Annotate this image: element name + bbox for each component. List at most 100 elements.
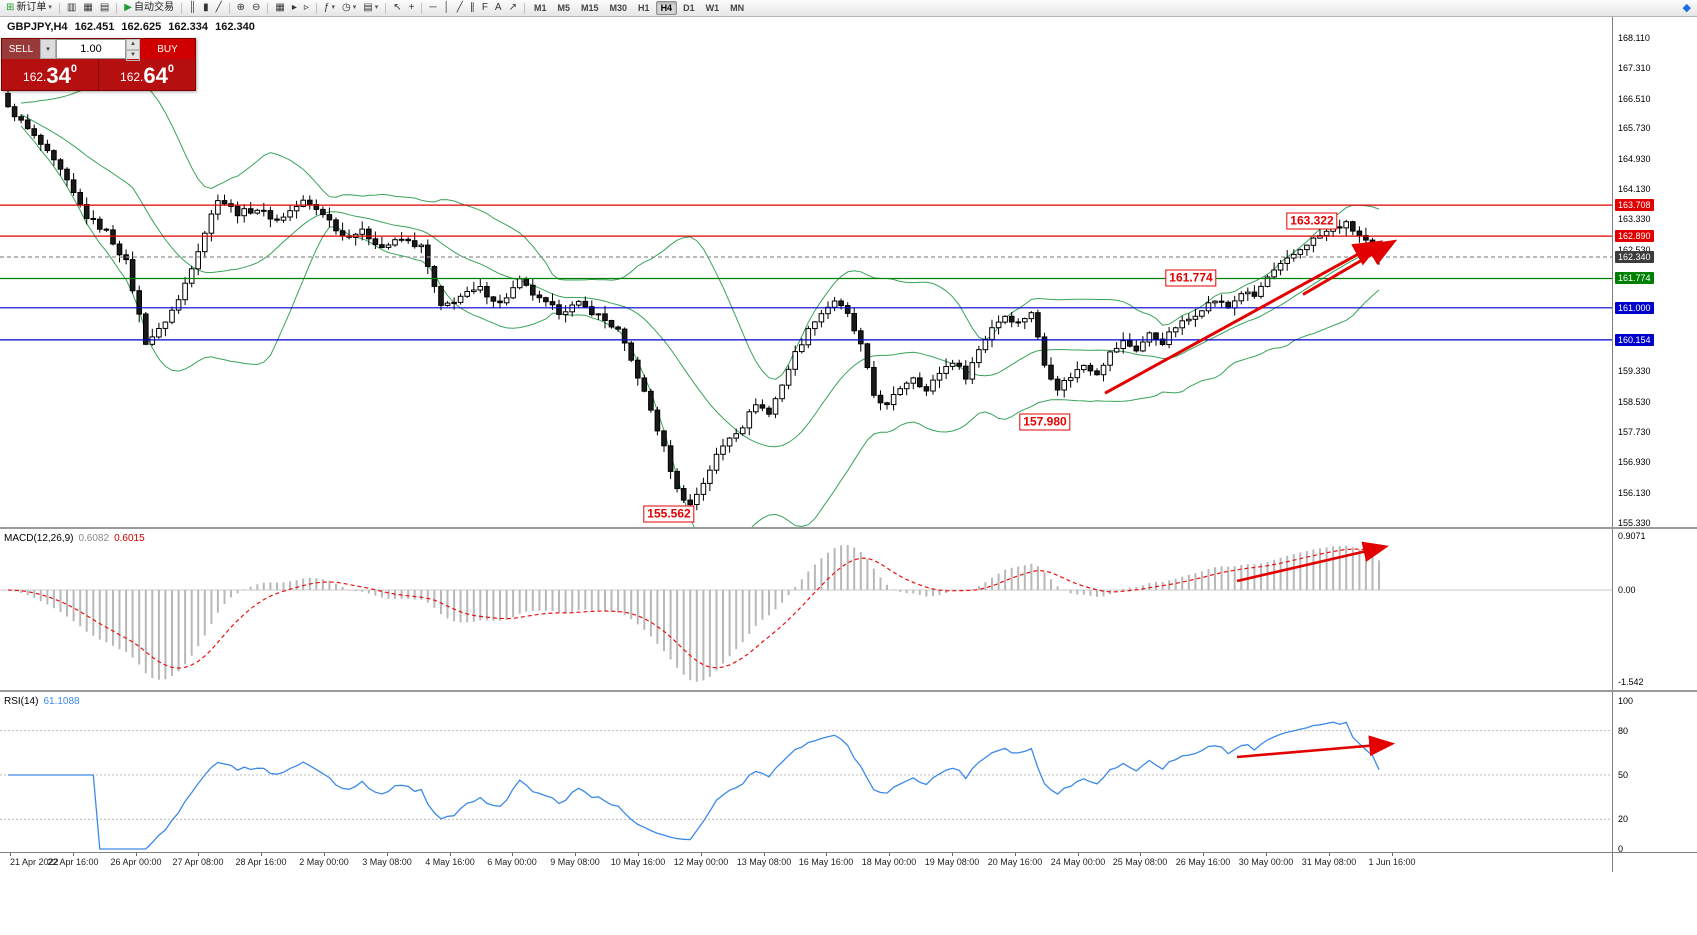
horizontal-lines-layer [0, 204, 1612, 341]
line-chart-type-icon: ╱ [215, 2, 222, 13]
market-watch-button[interactable]: ▥ [64, 1, 79, 15]
data-window-button[interactable]: ▤ [97, 1, 112, 15]
vertical-line-button[interactable]: │ [441, 1, 453, 15]
bid-prefix: 162. [23, 70, 47, 84]
macd-trend-arrow[interactable] [1236, 541, 1390, 583]
templates-icon: ▤ [363, 2, 373, 13]
time-tick [575, 853, 576, 856]
price-tick-label: 158.530 [1618, 397, 1651, 407]
fibonacci-button[interactable]: F [479, 1, 491, 15]
time-tick-label: 28 Apr 16:00 [235, 857, 287, 867]
macd-canvas[interactable] [0, 531, 1612, 690]
buy-button[interactable]: BUY [140, 39, 195, 59]
price-level-label: 160.154 [1615, 334, 1654, 346]
time-tick [450, 853, 451, 856]
chevron-down-icon: ▾ [46, 46, 50, 53]
navigator-button[interactable]: ▦ [80, 1, 95, 15]
candlestick-type-button[interactable]: ▮ [200, 1, 212, 15]
price-tick-label: 164.930 [1618, 154, 1651, 164]
new-order-icon: ⊞ [6, 2, 15, 13]
navigator-icon: ▦ [83, 2, 93, 13]
price-tick-label: 168.110 [1618, 33, 1650, 43]
channel-button[interactable]: ∥ [467, 1, 478, 15]
main-chart-canvas[interactable] [0, 17, 1612, 527]
macd-main-value: 0.6082 [78, 533, 110, 544]
time-tick-label: 12 May 00:00 [673, 857, 729, 867]
chart-shift-button[interactable]: ▹ [301, 1, 312, 15]
vol-preset-caret-button[interactable]: ▾ [40, 39, 56, 59]
community-button[interactable]: ◆ [1682, 2, 1691, 14]
one-click-trading-panel: SELL ▾ ▲ ▼ BUY 162.340 162.640 [1, 38, 196, 91]
time-tick [889, 853, 890, 856]
pane-splitter-macd[interactable] [0, 527, 1697, 529]
horizontal-line-button[interactable]: ─ [426, 1, 439, 15]
ask-price-display[interactable]: 162. 64 0 [99, 59, 195, 90]
time-tick-label: 31 May 08:00 [1301, 857, 1357, 867]
bid-price-display[interactable]: 162. 34 0 [2, 59, 98, 90]
text-button[interactable]: A [492, 1, 505, 15]
time-tick [1329, 853, 1330, 856]
volume-input[interactable] [56, 39, 126, 59]
indicators-button[interactable]: ƒ ▾ [321, 1, 338, 15]
volume-up-button[interactable]: ▲ [126, 39, 140, 50]
time-tick [512, 853, 513, 856]
auto-scroll-button[interactable]: ▸ [289, 1, 300, 15]
time-tick [1078, 853, 1079, 856]
price-tick-label: 157.730 [1618, 427, 1651, 437]
new-order-button[interactable]: ⊞ 新订单 ▾ [3, 1, 55, 15]
trend-arrow[interactable] [1104, 240, 1384, 395]
macd-signal-value: 0.6015 [114, 533, 145, 544]
pane-splitter-rsi[interactable] [0, 690, 1697, 692]
macd-axis-label: -1.542 [1618, 677, 1644, 687]
candlestick-type-icon: ▮ [203, 2, 209, 13]
periods-button[interactable]: ◷ ▾ [339, 1, 359, 15]
timeframe-m15-button[interactable]: M15 [581, 3, 599, 13]
timeframe-m30-button[interactable]: M30 [609, 3, 628, 13]
bar-chart-type-icon: ║ [188, 2, 197, 13]
price-level-label: 161.774 [1615, 272, 1654, 284]
time-tick [73, 853, 74, 856]
data-window-icon: ▤ [99, 2, 110, 13]
fibonacci-icon: F [481, 2, 488, 13]
zoom-in-button[interactable]: ⊕ [234, 1, 248, 15]
trendline-button[interactable]: ╱ [454, 1, 466, 15]
rsi-axis-label: 100 [1618, 696, 1634, 706]
price-tick-label: 155.330 [1618, 518, 1651, 528]
price-axis-separator [1612, 17, 1613, 872]
sell-button[interactable]: SELL [2, 39, 40, 59]
arrows-button[interactable]: ↗ [506, 1, 520, 15]
rsi-line [8, 721, 1380, 850]
trend-arrow[interactable] [1302, 239, 1398, 296]
rsi-trend-arrow[interactable] [1236, 735, 1396, 759]
chevron-down-icon: ▾ [48, 4, 52, 11]
rsi-value: 61.1088 [43, 696, 80, 707]
chevron-down-icon: ▾ [352, 4, 357, 11]
price-level-label: 161.000 [1615, 302, 1654, 314]
time-axis[interactable]: 21 Apr 2022 22 Apr 16:00 26 Apr 00:00 27 Ap… [0, 853, 1612, 872]
time-tick-label: 26 Apr 00:00 [110, 857, 162, 867]
timeframe-m1-button[interactable]: M1 [533, 3, 547, 13]
timeframe-mn-button[interactable]: MN [730, 3, 745, 13]
timeframe-d1-button[interactable]: D1 [683, 3, 695, 13]
autotrading-button[interactable]: ▶ 自动交易 [121, 1, 177, 15]
crosshair-icon: + [408, 2, 415, 13]
time-tick [764, 853, 765, 856]
bar-chart-type-button[interactable]: ║ [186, 1, 199, 15]
crosshair-button[interactable]: + [406, 1, 418, 15]
toolbar-separator [228, 2, 230, 14]
timeframe-m5-button[interactable]: M5 [557, 3, 571, 13]
price-axis[interactable]: 168.110 167.310 166.510 165.730 164.930 164.1… [1613, 17, 1697, 872]
line-chart-type-button[interactable]: ╱ [213, 1, 225, 15]
price-level-label: 162.890 [1615, 230, 1654, 242]
templates-button[interactable]: ▤ ▾ [360, 1, 381, 15]
ohlc-open: 162.451 [74, 21, 115, 33]
tile-windows-button[interactable]: ▦ [272, 1, 287, 15]
zoom-out-button[interactable]: ⊖ [249, 1, 263, 15]
time-tick [1203, 853, 1204, 856]
timeframe-h1-button[interactable]: H1 [638, 3, 650, 13]
rsi-canvas[interactable] [0, 694, 1612, 852]
timeframe-w1-button[interactable]: W1 [705, 3, 720, 13]
timeframe-h4-button[interactable]: H4 [655, 1, 678, 15]
cursor-button[interactable]: ↖ [390, 1, 404, 15]
volume-down-button[interactable]: ▼ [126, 50, 140, 61]
